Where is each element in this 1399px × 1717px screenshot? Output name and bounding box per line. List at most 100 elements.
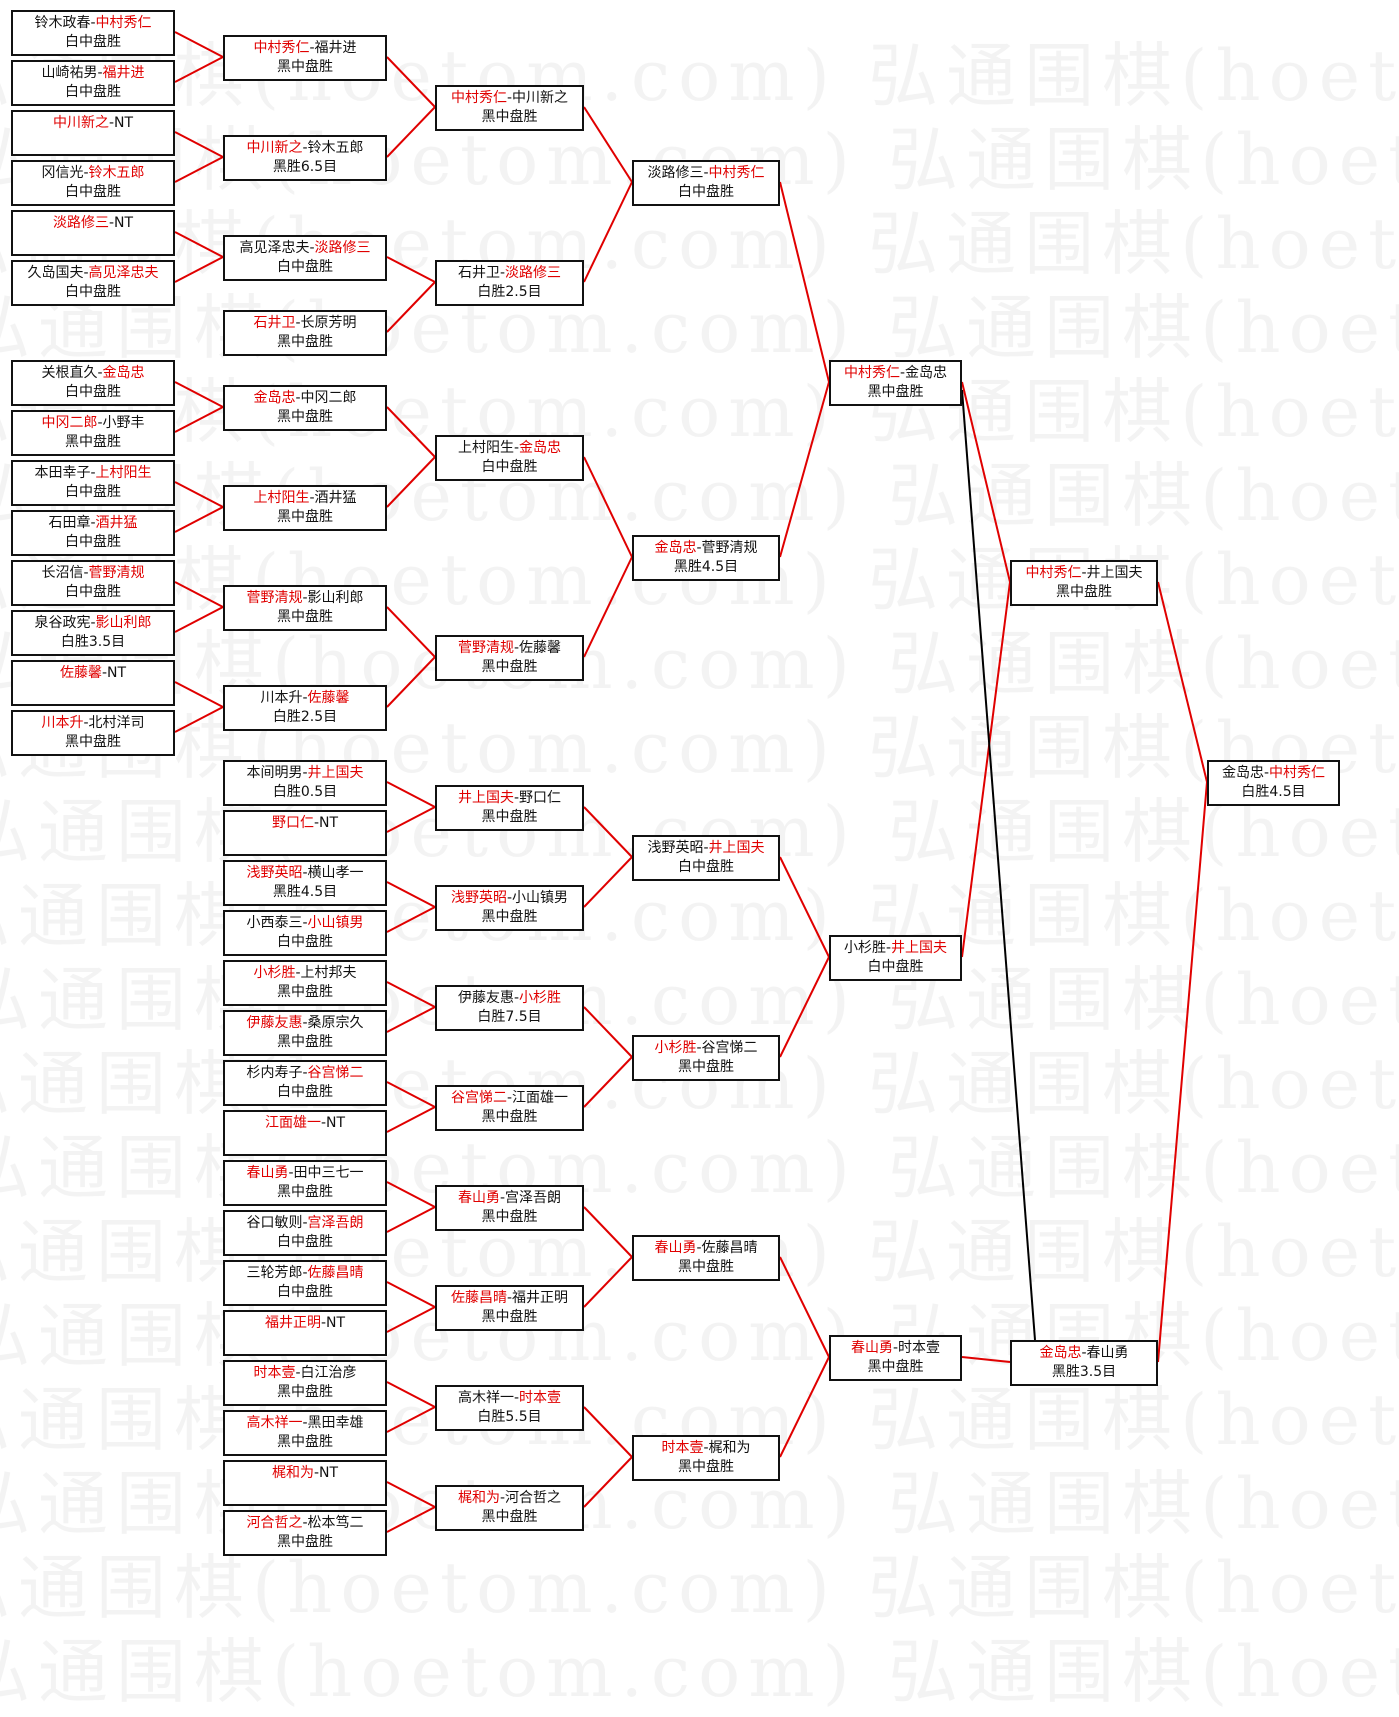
bracket-connector <box>961 381 1011 583</box>
separator: - <box>499 1190 506 1206</box>
match-box: 本间明男-井上国夫 白胜0.5目 <box>223 760 387 806</box>
match-result: 白胜2.5目 <box>477 284 542 300</box>
player-one: 金岛忠 <box>1221 765 1264 781</box>
player-one: 小西泰三 <box>246 915 303 931</box>
match-box: 本田幸子-上村阳生 白中盘胜 <box>11 460 175 506</box>
player-two: 时本壹 <box>519 1390 562 1406</box>
match-box: 梶和为-NT <box>223 1460 387 1506</box>
player-two: NT <box>326 1315 346 1331</box>
player-one: 伊藤友惠 <box>457 990 514 1006</box>
bracket-connector <box>961 581 1011 958</box>
player-one: 浅野英昭 <box>246 865 303 881</box>
bracket-connector <box>386 1381 436 1408</box>
match-box: 上村阳生-酒井猛 黑中盘胜 <box>223 485 387 531</box>
bracket-connector <box>174 156 224 183</box>
player-one: 春山勇 <box>654 1240 697 1256</box>
match-result: 黑中盘胜 <box>65 434 121 450</box>
player-one: 石井卫 <box>457 265 500 281</box>
player-two: 黑田幸雄 <box>307 1415 364 1431</box>
match-players: 高见泽忠夫-淡路修三 <box>225 239 385 258</box>
separator: - <box>302 1065 308 1081</box>
player-two: 中冈二郎 <box>300 390 357 406</box>
separator: - <box>703 165 709 181</box>
match-box: 春山勇-田中三七一 黑中盘胜 <box>223 1160 387 1206</box>
player-one: 本间明男 <box>246 765 303 781</box>
player-one: 春山勇 <box>850 1340 893 1356</box>
player-two: 上村阳生 <box>95 465 152 481</box>
player-one: 川本升 <box>260 690 303 706</box>
player-one: 春山勇 <box>246 1165 289 1181</box>
match-result: 黑中盘胜 <box>277 59 333 75</box>
match-result: 白中盘胜 <box>65 384 121 400</box>
bracket-connector <box>1157 781 1208 1363</box>
match-box: 佐藤馨-NT <box>11 660 175 706</box>
player-one: 小杉胜 <box>654 1040 697 1056</box>
bracket-connector <box>583 181 633 283</box>
player-two: 铃木五郎 <box>88 165 145 181</box>
player-one: 山崎祐男 <box>41 65 98 81</box>
bracket-connector <box>779 1256 830 1358</box>
bracket-connector <box>386 781 436 808</box>
match-result: 黑胜3.5目 <box>1051 1364 1117 1380</box>
match-result: 白中盘胜 <box>65 484 121 500</box>
player-two: 福井正明 <box>512 1290 569 1306</box>
match-result: 黑中盘胜 <box>481 659 538 675</box>
match-players: 佐藤馨-NT <box>13 664 173 683</box>
separator: - <box>696 1240 702 1256</box>
bracket-connector <box>386 1281 436 1308</box>
player-one: 关根直久 <box>41 365 98 381</box>
player-two: 佐藤昌晴 <box>307 1265 364 1281</box>
player-one: 上村阳生 <box>253 490 310 506</box>
match-result: 黑中盘胜 <box>481 1509 538 1525</box>
match-result: 黑中盘胜 <box>277 1434 333 1450</box>
match-result: 黑中盘胜 <box>277 1184 333 1200</box>
bracket-connector <box>386 406 436 458</box>
match-result: 白中盘胜 <box>678 859 734 875</box>
match-players: 浅野英昭-小山镇男 <box>437 889 582 908</box>
bracket-connector <box>583 106 633 183</box>
separator: - <box>83 265 89 281</box>
separator: - <box>90 615 96 631</box>
match-players: 本田幸子-上村阳生 <box>13 464 173 483</box>
player-one: 浅野英昭 <box>450 890 507 906</box>
match-box: 小杉胜-上村邦夫 黑中盘胜 <box>223 960 387 1006</box>
bracket-connector <box>174 706 224 733</box>
match-players: 石井卫-长原芳明 <box>225 314 385 333</box>
bracket-connector <box>386 281 436 333</box>
player-one: 淡路修三 <box>647 165 704 181</box>
player-one: 时本壹 <box>253 1365 296 1381</box>
bracket-connector <box>174 506 224 533</box>
match-players: 中川新之-铃木五郎 <box>225 139 385 158</box>
match-box: 江面雄一-NT <box>223 1110 387 1156</box>
player-two: 佐藤馨 <box>519 640 562 656</box>
match-box: 冈信光-铃木五郎 白中盘胜 <box>11 160 175 206</box>
match-result: 白中盘胜 <box>277 1084 333 1100</box>
match-players: 中村秀仁-中川新之 <box>437 89 582 108</box>
match-result: 黑中盘胜 <box>481 1109 538 1125</box>
match-players: 小杉胜-井上国夫 <box>831 939 960 958</box>
match-result: 白中盘胜 <box>481 459 538 475</box>
bracket-connector <box>583 856 633 908</box>
player-one: 川本升 <box>41 715 84 731</box>
bracket-connector <box>583 806 633 858</box>
separator: - <box>309 490 315 506</box>
match-box: 菅野清规-影山利郎 黑中盘胜 <box>223 585 387 631</box>
player-one: 金岛忠 <box>253 390 296 406</box>
match-result: 白胜0.5目 <box>272 784 338 800</box>
bracket-connector <box>386 256 436 283</box>
match-box: 高见泽忠夫-淡路修三 白中盘胜 <box>223 235 387 281</box>
match-players: 时本壹-梶和为 <box>634 1439 778 1458</box>
match-box: 春山勇-时本壹 黑中盘胜 <box>829 1335 962 1381</box>
match-result: 黑中盘胜 <box>678 1259 734 1275</box>
separator: - <box>506 1290 513 1306</box>
separator: - <box>295 1365 301 1381</box>
bracket-connector <box>779 381 830 558</box>
bracket-connector <box>386 1081 436 1108</box>
match-players: 中冈二郎-小野丰 <box>13 414 173 433</box>
player-one: 高木祥一 <box>246 1415 303 1431</box>
player-two: 淡路修三 <box>505 265 562 281</box>
player-one: 小杉胜 <box>843 940 886 956</box>
bracket-connector <box>386 106 436 158</box>
player-two: 中村秀仁 <box>95 15 152 31</box>
bracket-connector <box>174 231 224 258</box>
